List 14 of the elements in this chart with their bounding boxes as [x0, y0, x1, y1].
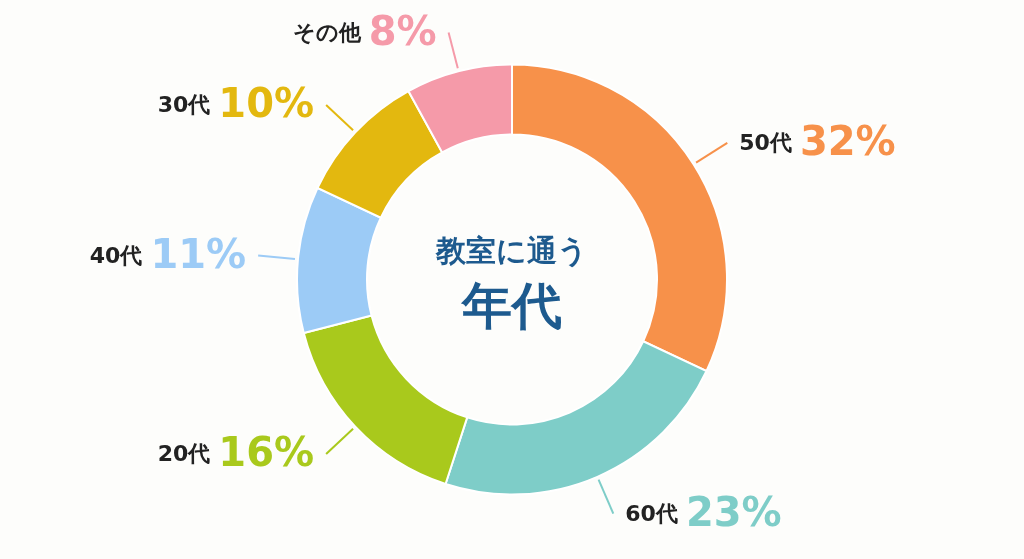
text: 教室に通う: [435, 232, 588, 268]
data-label: 16%: [218, 429, 315, 476]
slice-label: 40代: [89, 242, 143, 268]
slice-label: 50代: [739, 129, 792, 155]
data-label: 32%: [799, 117, 896, 164]
data-label: 11%: [150, 230, 247, 277]
data-label: 8%: [368, 7, 437, 54]
data-label: 10%: [218, 79, 315, 126]
slice-label: その他: [292, 19, 362, 45]
text: 年代: [460, 276, 562, 335]
slice-label: 20代: [157, 441, 211, 467]
slice-label: 60代: [625, 500, 678, 526]
slice-label: 30代: [157, 91, 211, 117]
data-label: 23%: [685, 488, 782, 535]
